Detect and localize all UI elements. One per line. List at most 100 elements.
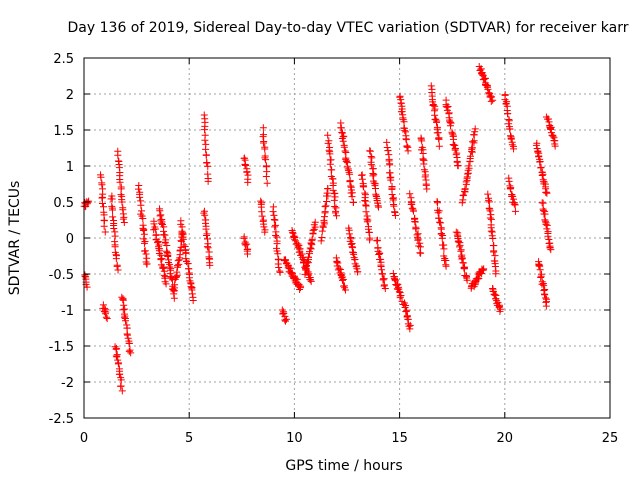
data-point xyxy=(328,166,336,174)
data-point xyxy=(361,197,369,205)
data-point xyxy=(540,290,548,298)
y-tick-label: 1 xyxy=(66,160,74,175)
data-point xyxy=(452,228,460,236)
y-tick-label: -1 xyxy=(61,304,74,319)
data-point xyxy=(320,216,328,224)
data-point xyxy=(402,135,410,143)
y-axis-label: SDTVAR / TECUs xyxy=(7,181,23,296)
x-tick-label: 20 xyxy=(497,431,514,446)
data-point xyxy=(108,195,116,203)
data-point xyxy=(296,286,304,294)
data-point xyxy=(538,171,546,179)
data-point xyxy=(496,305,504,313)
data-point xyxy=(260,223,268,231)
data-point xyxy=(543,188,551,196)
data-point xyxy=(446,122,454,130)
data-point xyxy=(535,262,543,270)
data-point xyxy=(244,250,251,258)
data-point xyxy=(391,212,399,220)
data-point xyxy=(446,118,454,126)
data-point xyxy=(102,308,110,316)
data-point xyxy=(438,234,446,242)
data-point xyxy=(378,270,386,278)
data-point xyxy=(462,178,470,186)
data-point xyxy=(535,152,543,160)
data-point xyxy=(97,173,105,181)
data-point xyxy=(158,255,166,263)
data-point xyxy=(112,345,120,353)
data-point xyxy=(547,125,555,133)
data-point xyxy=(103,315,111,323)
data-point xyxy=(463,170,471,178)
y-tick-label: 0 xyxy=(66,232,74,247)
data-point xyxy=(185,265,193,273)
data-point xyxy=(343,163,351,171)
data-point xyxy=(141,247,149,255)
data-point xyxy=(136,193,144,201)
data-point xyxy=(204,177,212,185)
data-point xyxy=(390,202,398,210)
data-point xyxy=(123,331,131,339)
data-point xyxy=(125,347,133,355)
data-point xyxy=(202,151,210,159)
data-point xyxy=(165,259,173,267)
data-point xyxy=(115,370,123,378)
data-point xyxy=(417,249,425,257)
data-point xyxy=(108,202,116,210)
data-point xyxy=(322,202,330,210)
data-point xyxy=(432,115,440,123)
data-point xyxy=(429,102,437,110)
data-point xyxy=(508,141,516,149)
data-point xyxy=(551,142,559,150)
x-axis-label: GPS time / hours xyxy=(285,458,402,474)
data-point xyxy=(375,203,383,211)
data-point xyxy=(340,282,348,290)
data-point xyxy=(362,208,370,216)
ticks-layer: 0 5 10 15 20 25 -2.5 -2 -1.5 -1 -0.5 0 0.5 1 1.5 2 2.5 xyxy=(49,52,619,446)
data-point xyxy=(259,133,267,141)
data-point xyxy=(142,250,150,258)
data-point xyxy=(389,195,397,203)
data-point xyxy=(263,179,271,187)
data-point xyxy=(432,118,440,126)
data-point xyxy=(506,125,514,133)
data-point xyxy=(331,193,339,201)
data-point xyxy=(536,157,544,165)
y-tick-label: 0.5 xyxy=(53,196,74,211)
data-point xyxy=(435,135,443,143)
data-point xyxy=(114,266,122,274)
data-point xyxy=(118,387,126,395)
data-point xyxy=(276,268,284,276)
data-point xyxy=(307,277,315,285)
data-point xyxy=(542,302,550,310)
data-point xyxy=(348,193,356,201)
data-point xyxy=(143,260,151,268)
data-point xyxy=(366,236,374,244)
data-point xyxy=(449,140,457,148)
data-point xyxy=(327,156,335,164)
data-point xyxy=(334,259,342,267)
data-point xyxy=(112,255,120,263)
data-point xyxy=(318,227,326,235)
data-point xyxy=(311,218,319,226)
data-point xyxy=(98,181,106,189)
data-point xyxy=(384,146,392,154)
data-point xyxy=(280,309,288,317)
data-point xyxy=(507,135,515,143)
data-point xyxy=(403,306,411,314)
data-point xyxy=(324,139,332,147)
data-point xyxy=(329,175,337,183)
data-point xyxy=(376,250,384,258)
data-point xyxy=(505,117,513,125)
data-point xyxy=(281,316,289,324)
data-point xyxy=(470,137,478,145)
data-point xyxy=(468,144,476,152)
data-point xyxy=(317,237,325,245)
data-point xyxy=(272,231,280,239)
data-point xyxy=(206,261,214,269)
data-point xyxy=(364,216,372,224)
data-point xyxy=(537,272,545,280)
data-point xyxy=(486,92,494,100)
data-point xyxy=(420,160,428,168)
data-point xyxy=(337,124,345,132)
